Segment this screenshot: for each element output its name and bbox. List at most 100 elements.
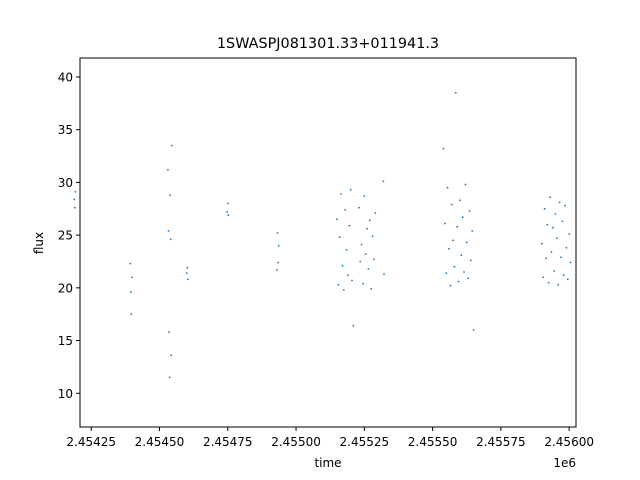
- data-point: [359, 260, 362, 263]
- data-point: [553, 270, 555, 272]
- data-point: [131, 276, 133, 279]
- data-point: [551, 226, 554, 229]
- data-point: [367, 268, 370, 270]
- data-point: [459, 199, 461, 202]
- data-point: [170, 144, 173, 147]
- data-point: [549, 196, 551, 199]
- data-point: [366, 227, 368, 230]
- data-point: [543, 207, 546, 210]
- data-point: [167, 230, 170, 232]
- data-point: [338, 236, 341, 239]
- x-tick-label: 2.45550: [408, 435, 458, 449]
- data-point: [382, 180, 385, 183]
- data-point: [560, 256, 562, 259]
- data-point: [168, 331, 170, 333]
- data-point: [556, 237, 558, 240]
- data-point: [468, 210, 471, 212]
- data-point: [226, 202, 229, 205]
- data-point: [568, 233, 571, 236]
- x-axis: 2.45425 2.45450 2.45475 2.45500 2.45525 2.455…: [66, 427, 594, 449]
- data-point: [457, 280, 460, 283]
- y-axis: 10 15 20 25 30 35 40: [58, 70, 80, 401]
- x-tick-label: 2.45575: [476, 435, 526, 449]
- data-point: [337, 283, 340, 286]
- data-point: [336, 218, 338, 221]
- data-point: [371, 235, 374, 238]
- data-point: [442, 147, 445, 150]
- x-tick-label: 2.45425: [66, 435, 116, 449]
- data-point: [542, 276, 545, 279]
- data-point: [463, 271, 465, 273]
- data-point: [467, 277, 469, 280]
- data-point: [360, 243, 363, 246]
- data-point: [554, 213, 557, 215]
- data-point: [344, 208, 347, 211]
- plot-area-frame: [79, 57, 577, 428]
- data-point: [168, 376, 171, 379]
- data-point: [129, 291, 132, 293]
- data-point: [373, 258, 375, 261]
- data-point: [351, 279, 353, 282]
- data-point: [449, 284, 452, 287]
- data-point: [170, 354, 173, 357]
- data-point: [564, 204, 566, 207]
- y-tick-label: 15: [58, 334, 73, 348]
- y-tick-label: 30: [58, 176, 73, 190]
- data-point: [352, 324, 355, 327]
- data-point: [363, 195, 366, 198]
- data-point: [227, 214, 230, 217]
- y-tick-label: 10: [58, 387, 73, 401]
- data-point: [74, 191, 77, 193]
- data-point: [547, 281, 550, 284]
- data-point: [446, 186, 449, 189]
- data-point: [277, 261, 279, 264]
- data-point: [550, 251, 553, 253]
- data-point: [566, 278, 569, 281]
- data-point: [445, 272, 448, 274]
- data-point: [73, 198, 76, 201]
- data-point: [562, 274, 565, 277]
- data-point: [545, 257, 547, 260]
- data-point: [448, 247, 450, 250]
- data-point: [460, 254, 463, 257]
- data-point: [130, 313, 133, 316]
- x-axis-label: time: [314, 456, 341, 470]
- data-point: [358, 206, 360, 209]
- data-point: [546, 223, 549, 226]
- data-point: [557, 283, 560, 286]
- data-point: [374, 212, 377, 214]
- x-tick-label: 2.45600: [544, 435, 594, 449]
- data-point: [469, 259, 472, 262]
- data-point: [187, 278, 189, 281]
- data-point: [569, 261, 572, 264]
- y-tick-label: 20: [58, 281, 73, 295]
- data-point: [364, 253, 367, 256]
- data-points: [73, 91, 572, 379]
- data-point: [169, 194, 172, 197]
- data-point: [167, 168, 169, 171]
- y-tick-label: 40: [58, 70, 73, 84]
- data-point: [362, 282, 364, 285]
- data-point: [450, 203, 453, 206]
- data-point: [558, 201, 561, 204]
- data-point: [169, 238, 172, 241]
- data-point: [370, 288, 373, 290]
- chart-title: 1SWASPJ081301.33+011941.3: [217, 36, 439, 52]
- x-axis-offset-label: 1e6: [553, 456, 576, 470]
- data-point: [277, 244, 280, 247]
- data-point: [541, 242, 543, 245]
- x-tick-label: 2.45475: [203, 435, 253, 449]
- data-point: [471, 230, 474, 232]
- data-point: [368, 219, 371, 222]
- data-point: [444, 222, 446, 225]
- data-point: [342, 289, 345, 291]
- data-point: [461, 216, 464, 219]
- data-point: [345, 249, 348, 251]
- x-tick-label: 2.45525: [340, 435, 390, 449]
- y-axis-label: flux: [32, 232, 46, 254]
- data-point: [456, 225, 459, 228]
- data-point: [186, 266, 189, 269]
- data-point: [226, 211, 229, 213]
- y-tick-label: 25: [58, 229, 73, 243]
